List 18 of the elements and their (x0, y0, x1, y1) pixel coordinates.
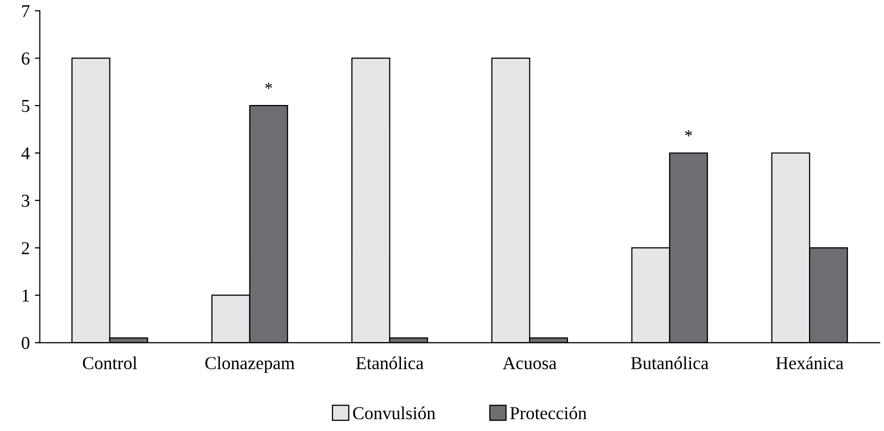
y-tick-label: 2 (22, 242, 30, 254)
y-tick-label: 3 (22, 194, 30, 207)
x-tick-label: Hexánica (776, 356, 844, 370)
y-tick-label: 6 (22, 52, 30, 65)
y-tick-label: 4 (21, 147, 30, 160)
y-tick-label: 7 (22, 5, 30, 18)
y-tick-label: 1 (22, 290, 29, 302)
annotation: * (265, 82, 272, 89)
y-tick-label: 0 (22, 336, 30, 350)
y-tick-label: 5 (22, 100, 30, 112)
legend-label: Protección (510, 406, 587, 420)
legend-label: Convulsión (353, 406, 436, 420)
annotation: * (685, 130, 692, 136)
x-tick-label: Acuosa (502, 357, 556, 370)
x-tick-label: Clonazepam (205, 356, 295, 373)
x-tick-label: Control (82, 356, 137, 370)
x-tick-label: Etanólica (356, 356, 424, 370)
x-tick-label: Butanólica (631, 356, 708, 370)
